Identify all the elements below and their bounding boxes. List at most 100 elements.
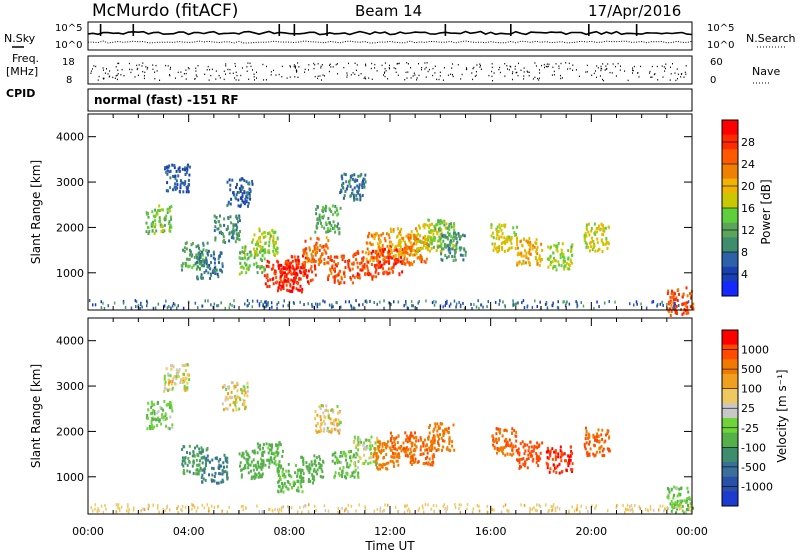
range-time-cell	[565, 459, 567, 463]
freq-nave-dot	[475, 74, 477, 77]
range-time-cell	[201, 480, 204, 484]
range-time-cell	[193, 255, 196, 259]
range-time-cell	[442, 220, 445, 224]
range-time-cell	[376, 242, 379, 246]
range-time-cell	[152, 416, 155, 420]
range-time-cell	[311, 477, 314, 481]
range-time-cell	[561, 242, 564, 246]
range-time-cell	[305, 461, 308, 465]
range-time-cell	[398, 255, 400, 258]
freq-nave-dot	[229, 72, 231, 74]
freq-nave-dot	[551, 74, 553, 76]
range-time-cell	[686, 508, 688, 511]
freq-nave-dot	[475, 71, 477, 73]
range-time-cell	[276, 467, 279, 471]
range-time-cell	[321, 224, 323, 228]
range-time-cell	[278, 479, 280, 483]
range-time-cell	[347, 465, 350, 469]
range-time-cell	[219, 464, 222, 468]
range-time-cell	[164, 218, 166, 222]
range-time-cell	[565, 261, 568, 265]
range-time-cell	[324, 409, 327, 412]
range-time-cell	[601, 449, 604, 453]
range-time-cell	[327, 239, 330, 243]
colorbar-segment	[722, 330, 738, 345]
freq-nave-dot	[234, 77, 236, 79]
range-time-cell	[185, 388, 188, 391]
ground-scatter-cell	[287, 304, 289, 308]
ground-scatter-cell	[156, 506, 159, 510]
range-time-cell	[226, 456, 229, 460]
freq-nave-dot	[664, 70, 666, 72]
range-time-cell	[246, 460, 249, 464]
range-time-cell	[186, 373, 189, 377]
range-time-cell	[332, 275, 335, 279]
freq-nave-dot	[235, 65, 236, 67]
range-time-cell	[183, 246, 186, 250]
ground-scatter-cell	[161, 510, 164, 514]
range-time-cell	[686, 294, 689, 298]
freq-nave-dot	[614, 65, 616, 68]
range-time-cell	[349, 475, 352, 479]
range-time-cell	[588, 440, 591, 444]
range-time-cell	[316, 422, 319, 425]
range-time-cell	[601, 233, 604, 236]
range-time-cell	[396, 455, 398, 459]
range-time-cell	[308, 466, 311, 470]
range-time-cell	[371, 243, 374, 246]
range-time-cell	[599, 228, 601, 232]
freq-nave-dot	[106, 68, 107, 70]
range-time-cell	[302, 476, 305, 480]
freq-nave-dot	[317, 77, 319, 80]
ground-scatter-cell	[582, 304, 585, 308]
range-time-cell	[353, 186, 356, 190]
range-time-cell	[441, 448, 443, 452]
ground-scatter-cell	[478, 306, 480, 310]
ground-scatter-cell	[134, 299, 137, 303]
range-time-cell	[236, 225, 239, 229]
range-time-cell	[334, 418, 337, 422]
range-time-cell	[441, 234, 444, 238]
range-time-cell	[279, 475, 281, 479]
range-time-cell	[246, 389, 249, 393]
range-time-cell	[672, 502, 675, 506]
ground-scatter-cell	[347, 510, 349, 513]
range-time-cell	[154, 219, 157, 223]
range-time-cell	[322, 419, 325, 423]
ground-scatter-cell	[168, 305, 170, 308]
ground-scatter-cell	[336, 301, 338, 305]
range-time-cell	[502, 451, 505, 455]
range-time-cell	[432, 429, 435, 433]
ground-scatter-cell	[515, 302, 517, 306]
range-time-cell	[267, 249, 270, 253]
range-time-cell	[540, 242, 543, 246]
freq-nave-dot	[152, 64, 154, 66]
freq-nave-dot	[586, 71, 588, 73]
range-time-cell	[425, 238, 428, 242]
range-time-cell	[361, 266, 364, 270]
ground-scatter-cell	[418, 507, 420, 511]
ground-scatter-cell	[439, 304, 442, 308]
range-time-cell	[376, 456, 378, 460]
range-time-cell	[389, 255, 392, 259]
range-time-cell	[420, 258, 423, 261]
freq-nave-dot	[457, 64, 459, 66]
range-time-cell	[280, 287, 283, 291]
range-time-cell	[294, 274, 297, 278]
range-time-cell	[441, 221, 444, 225]
freq-nave-dot	[547, 65, 549, 68]
range-time-cell	[210, 261, 212, 264]
range-time-cell	[306, 254, 309, 258]
range-time-cell	[366, 438, 369, 442]
freq-nave-dot	[596, 65, 598, 67]
freq-nave-dot	[115, 75, 117, 77]
range-time-cell	[369, 272, 372, 276]
ground-scatter-cell	[649, 504, 652, 508]
range-time-cell	[550, 245, 552, 249]
freq-nave-dot	[102, 69, 104, 71]
range-time-cell	[306, 466, 309, 470]
range-time-cell	[238, 219, 241, 223]
range-time-cell	[290, 261, 293, 265]
range-time-cell	[355, 444, 358, 448]
